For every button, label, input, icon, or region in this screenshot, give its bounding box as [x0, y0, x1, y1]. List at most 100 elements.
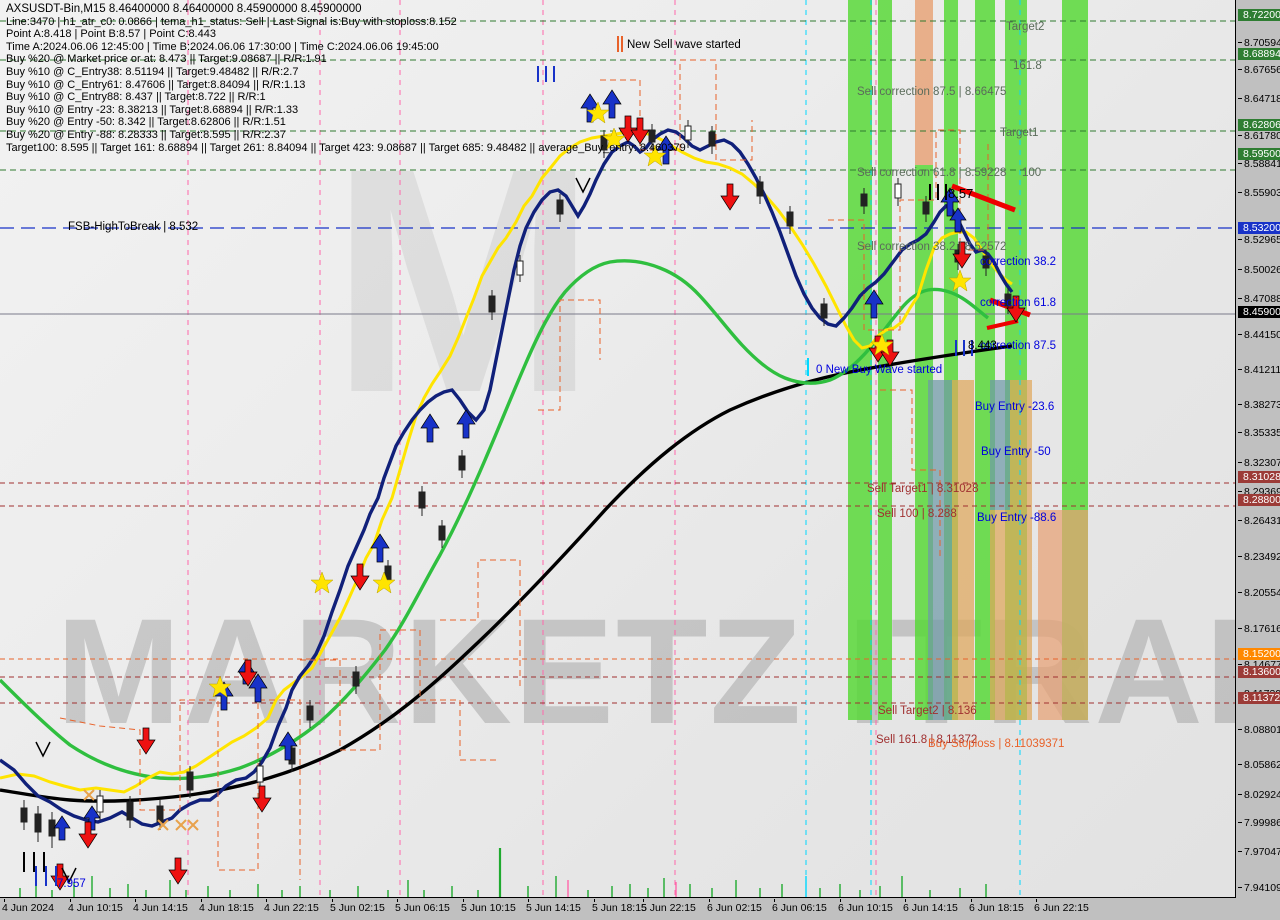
price-level-tag[interactable]: 8.28800	[1238, 494, 1280, 506]
time-tick-mark-icon	[594, 899, 595, 902]
chart-label-price-857: 8.57	[948, 186, 974, 201]
bar-count-markers-2	[929, 184, 947, 200]
bar-count-markers-3	[955, 340, 973, 356]
chart-label-fsb-high: FSB-HighToBreak | 8.532	[68, 221, 199, 233]
baseline-ma-line	[0, 344, 1013, 803]
time-tick-mark-icon	[1036, 899, 1037, 902]
price-level-tag[interactable]: 8.62806	[1238, 119, 1280, 131]
tick-dash-icon	[1238, 269, 1242, 270]
time-tick-mark-icon	[643, 899, 644, 902]
info-line-5: Buy %10 @ C_Entry61: 8.47606 || Target:8…	[6, 78, 306, 91]
chart-label-sell-corr-618: Sell correction 61.8 | 8.59228	[857, 167, 1007, 179]
price-tick: 8.23492	[1237, 551, 1280, 563]
chart-label-sell-corr-382: Sell correction 38.2 | 8.52572	[857, 241, 1007, 253]
time-tick-label: 6 Jun 22:15	[1034, 902, 1089, 914]
tick-dash-icon	[1238, 42, 1242, 43]
price-tick: 8.52965	[1237, 234, 1280, 246]
time-tick-label: 6 Jun 06:15	[772, 902, 827, 914]
time-tick-mark-icon	[397, 899, 398, 902]
time-tick-label: 5 Jun 22:15	[641, 902, 696, 914]
tick-dash-icon	[1238, 491, 1242, 492]
tick-dash-icon	[1238, 163, 1242, 164]
chart-label-ratio-100: 100	[1022, 167, 1042, 179]
star-markers	[208, 101, 972, 698]
price-tick: 8.41211	[1237, 364, 1280, 376]
price-tick: 8.58841	[1237, 158, 1280, 170]
chart-label-buy-entry-236: Buy Entry -23.6	[975, 401, 1055, 413]
bar-count-markers-4	[35, 866, 57, 886]
chart-canvas	[0, 0, 1235, 897]
time-tick-mark-icon	[4, 899, 5, 902]
chart-label-new-sell-wave: New Sell wave started	[627, 39, 741, 51]
time-tick-mark-icon	[266, 899, 267, 902]
chart-label-sell-1618: Sell 161.8 | 8.11372	[876, 734, 978, 746]
info-line-2: Time A:2024.06.06 12:45:00 | Time B:2024…	[6, 40, 439, 53]
chart-plot-area[interactable]: M MARKETZ ITRADE	[0, 0, 1236, 898]
price-tick: 8.61780	[1237, 130, 1280, 142]
price-tick: 8.67656	[1237, 64, 1280, 76]
time-axis[interactable]: 4 Jun 2024 4 Jun 10:15 4 Jun 14:15 4 Jun 18…	[0, 899, 1280, 920]
price-tick: 7.99986	[1237, 817, 1280, 829]
chart-label-sell-100: Sell 100 | 8.288	[877, 508, 957, 520]
price-level-tag[interactable]: 8.15200	[1238, 648, 1280, 660]
info-line-10: Target100: 8.595 || Target 161: 8.68894 …	[6, 141, 686, 154]
price-level-tag[interactable]: 8.31028	[1238, 471, 1280, 483]
tick-dash-icon	[1238, 98, 1242, 99]
time-tick-label: 5 Jun 18:15	[592, 902, 647, 914]
fast-ma-navy-line	[0, 128, 1014, 828]
time-tick-mark-icon	[463, 899, 464, 902]
info-line-7: Buy %10 @ Entry -23: 8.38213 || Target:8…	[6, 103, 299, 116]
tick-dash-icon	[1238, 69, 1242, 70]
tick-dash-icon	[1238, 556, 1242, 557]
price-tick: 8.32307	[1237, 457, 1280, 469]
chart-label-target2: Target2	[1006, 21, 1045, 33]
price-tick: 8.38273	[1237, 399, 1280, 411]
price-tick: 8.47088	[1237, 293, 1280, 305]
price-tick: 8.17616	[1237, 623, 1280, 635]
price-level-tag[interactable]: 8.53200	[1238, 222, 1280, 234]
price-level-tag[interactable]: 8.59500	[1238, 148, 1280, 160]
chart-label-sell-target1: Sell Target1 | 8.31028	[867, 483, 979, 495]
tick-dash-icon	[1238, 628, 1242, 629]
time-tick-mark-icon	[709, 899, 710, 902]
signal-yellow-line	[0, 130, 1013, 794]
bar-count-markers	[537, 66, 555, 82]
info-line-3: Buy %20 @ Market price or at: 8.473 || T…	[6, 53, 327, 66]
time-tick-label: 6 Jun 18:15	[969, 902, 1024, 914]
entry-zone-bands	[928, 380, 1088, 720]
price-tick: 8.55903	[1237, 187, 1280, 199]
symbol-ohlc-line: AXSUSDT-Bin,M15 8.46400000 8.46400000 8.…	[6, 3, 362, 15]
trend-arrow-lines	[951, 183, 1031, 330]
info-line-4: Buy %10 @ C_Entry38: 8.51194 || Target:9…	[6, 65, 299, 78]
price-tick: 8.64718	[1237, 93, 1280, 105]
price-level-tag[interactable]: 8.13600	[1238, 666, 1280, 678]
x-markers	[83, 789, 199, 831]
price-tick: 8.05862	[1237, 759, 1280, 771]
time-tick-label: 5 Jun 06:15	[395, 902, 450, 914]
trend-green-line	[0, 259, 990, 781]
tick-dash-icon	[1238, 192, 1242, 193]
chart-label-correction-618: correction 61.8	[980, 297, 1057, 309]
time-tick-label: 6 Jun 14:15	[903, 902, 958, 914]
time-tick-label: 6 Jun 02:15	[707, 902, 762, 914]
info-line-8: Buy %20 @ Entry -50: 8.342 || Target:8.6…	[6, 116, 286, 129]
time-tick-mark-icon	[971, 899, 972, 902]
time-tick-mark-icon	[70, 899, 71, 902]
tick-dash-icon	[1238, 520, 1242, 521]
price-level-tag[interactable]: 8.72200	[1238, 9, 1280, 21]
price-level-tag[interactable]: 8.68894	[1238, 48, 1280, 60]
price-axis[interactable]: 8.736228.705948.676568.647188.617808.588…	[1237, 0, 1280, 898]
watermark-glyph: M	[330, 101, 597, 459]
info-line-9: Buy %20 @ Entry -88: 8.28333 || Target:8…	[6, 128, 286, 141]
chart-label-price-7957: 7.957	[57, 878, 86, 890]
chart-label-correction-382: correction 38.2	[980, 256, 1057, 268]
price-tick: 8.08801	[1237, 724, 1280, 736]
price-level-tag[interactable]: 8.11372	[1238, 692, 1280, 704]
tick-dash-icon	[1238, 462, 1242, 463]
time-tick-mark-icon	[528, 899, 529, 902]
tick-dash-icon	[1238, 298, 1242, 299]
price-level-tag[interactable]: 8.45900	[1238, 306, 1280, 318]
time-tick-label: 4 Jun 2024	[2, 902, 54, 914]
bar-count-markers-5	[23, 852, 45, 872]
volume-bars	[19, 848, 987, 897]
